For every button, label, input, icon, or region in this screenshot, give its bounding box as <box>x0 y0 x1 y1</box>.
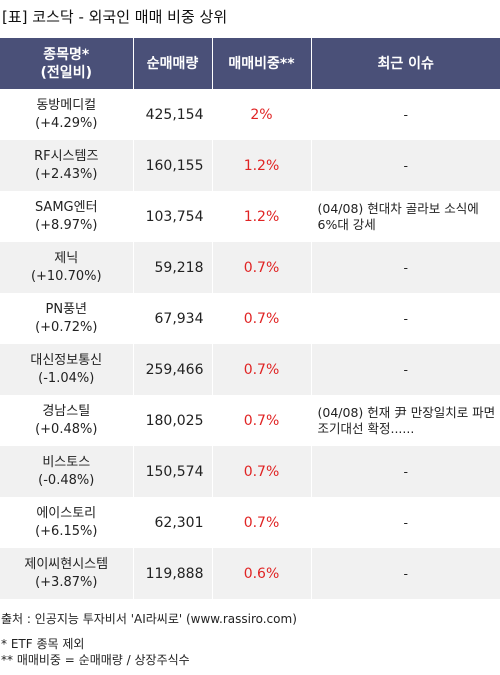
recent-issue: - <box>311 242 500 293</box>
stock-change: (+10.70%) <box>30 268 102 284</box>
net-volume: 150,574 <box>133 446 213 497</box>
table-row: 동방메디컬 (+4.29%) 425,154 2% - <box>0 89 500 140</box>
stock-name-cell: SAMG엔터 (+8.97%) <box>0 191 134 242</box>
footer-source: 출처 : 인공지능 투자비서 'AI라씨로' (www.rassiro.com) <box>1 612 297 626</box>
stock-name: 에이스토리 <box>36 505 97 521</box>
page-title: [표] 코스닥 - 외국인 매매 비중 상위 <box>2 8 228 26</box>
stock-change: (+8.97%) <box>35 217 98 233</box>
stock-change: (+0.72%) <box>35 319 98 335</box>
header-net-volume: 순매매량 <box>133 38 213 89</box>
recent-issue: - <box>311 548 500 599</box>
net-volume: 180,025 <box>133 395 213 446</box>
table-row: RF시스템즈 (+2.43%) 160,155 1.2% - <box>0 140 500 191</box>
stock-name-cell: 에이스토리 (+6.15%) <box>0 497 134 548</box>
header-ratio: 매매비중** <box>212 38 312 89</box>
stock-name-cell: RF시스템즈 (+2.43%) <box>0 140 134 191</box>
trading-ratio: 1.2% <box>212 191 312 242</box>
recent-issue: - <box>311 497 500 548</box>
stock-change: (-0.48%) <box>38 472 95 488</box>
trading-ratio: 0.7% <box>212 293 312 344</box>
footer-note-etf: * ETF 종목 제외 <box>1 637 85 651</box>
recent-issue: - <box>311 89 500 140</box>
net-volume: 103,754 <box>133 191 213 242</box>
recent-issue: - <box>311 446 500 497</box>
trading-ratio: 0.7% <box>212 395 312 446</box>
stock-change: (+2.43%) <box>35 166 98 182</box>
stock-name-cell: 제이씨현시스템 (+3.87%) <box>0 548 134 599</box>
net-volume: 119,888 <box>133 548 213 599</box>
stock-change: (+4.29%) <box>35 115 98 131</box>
trading-ratio: 0.7% <box>212 497 312 548</box>
stock-name-cell: PN풍년 (+0.72%) <box>0 293 134 344</box>
recent-issue: (04/08) 헌재 尹 만장일치로 파면 조기대선 확정...... <box>311 395 500 446</box>
net-volume: 67,934 <box>133 293 213 344</box>
recent-issue: - <box>311 344 500 395</box>
table-row: 대신정보통신 (-1.04%) 259,466 0.7% - <box>0 344 500 395</box>
stock-name-cell: 동방메디컬 (+4.29%) <box>0 89 134 140</box>
trading-ratio: 0.7% <box>212 242 312 293</box>
stock-name: PN풍년 <box>45 301 87 317</box>
header-name-line1: 종목명* <box>43 46 90 63</box>
stock-name: 제닉 <box>54 250 79 266</box>
table-header-row: 종목명* (전일비) 순매매량 매매비중** 최근 이슈 <box>0 38 500 89</box>
footer-note-ratio: ** 매매비중 = 순매매량 / 상장주식수 <box>1 653 190 667</box>
table-row: 경남스틸 (+0.48%) 180,025 0.7% (04/08) 헌재 尹 만장일치… <box>0 395 500 446</box>
stock-name-cell: 제닉 (+10.70%) <box>0 242 134 293</box>
stock-name: RF시스템즈 <box>34 148 99 164</box>
stock-name: 동방메디컬 <box>36 97 97 113</box>
table-row: SAMG엔터 (+8.97%) 103,754 1.2% (04/08) 현대차 골라보… <box>0 191 500 242</box>
table-row: 제이씨현시스템 (+3.87%) 119,888 0.6% - <box>0 548 500 599</box>
table-row: 비스토스 (-0.48%) 150,574 0.7% - <box>0 446 500 497</box>
table-row: 제닉 (+10.70%) 59,218 0.7% - <box>0 242 500 293</box>
net-volume: 259,466 <box>133 344 213 395</box>
recent-issue: - <box>311 140 500 191</box>
recent-issue: - <box>311 293 500 344</box>
trading-ratio: 2% <box>212 89 312 140</box>
stock-name: 대신정보통신 <box>30 352 103 368</box>
stock-change: (+3.87%) <box>35 574 98 590</box>
header-name-line2: (전일비) <box>40 64 92 81</box>
recent-issue: (04/08) 현대차 골라보 소식에 6%대 강세 <box>311 191 500 242</box>
stock-name: 경남스틸 <box>42 403 91 419</box>
trading-ratio: 1.2% <box>212 140 312 191</box>
net-volume: 62,301 <box>133 497 213 548</box>
trading-ratio: 0.6% <box>212 548 312 599</box>
stock-change: (+0.48%) <box>35 421 98 437</box>
stock-name: SAMG엔터 <box>34 199 98 215</box>
net-volume: 59,218 <box>133 242 213 293</box>
stock-name-cell: 비스토스 (-0.48%) <box>0 446 134 497</box>
stock-name-cell: 경남스틸 (+0.48%) <box>0 395 134 446</box>
table-row: PN풍년 (+0.72%) 67,934 0.7% - <box>0 293 500 344</box>
net-volume: 425,154 <box>133 89 213 140</box>
foreign-trading-table: 종목명* (전일비) 순매매량 매매비중** 최근 이슈 동방메디컬 (+4.29… <box>0 38 500 599</box>
table-row: 에이스토리 (+6.15%) 62,301 0.7% - <box>0 497 500 548</box>
header-issue: 최근 이슈 <box>311 38 500 89</box>
header-stock-name: 종목명* (전일비) <box>0 38 134 89</box>
stock-name: 제이씨현시스템 <box>24 556 109 572</box>
stock-name: 비스토스 <box>42 454 91 470</box>
trading-ratio: 0.7% <box>212 446 312 497</box>
stock-name-cell: 대신정보통신 (-1.04%) <box>0 344 134 395</box>
trading-ratio: 0.7% <box>212 344 312 395</box>
stock-change: (+6.15%) <box>35 523 98 539</box>
net-volume: 160,155 <box>133 140 213 191</box>
stock-change: (-1.04%) <box>38 370 95 386</box>
